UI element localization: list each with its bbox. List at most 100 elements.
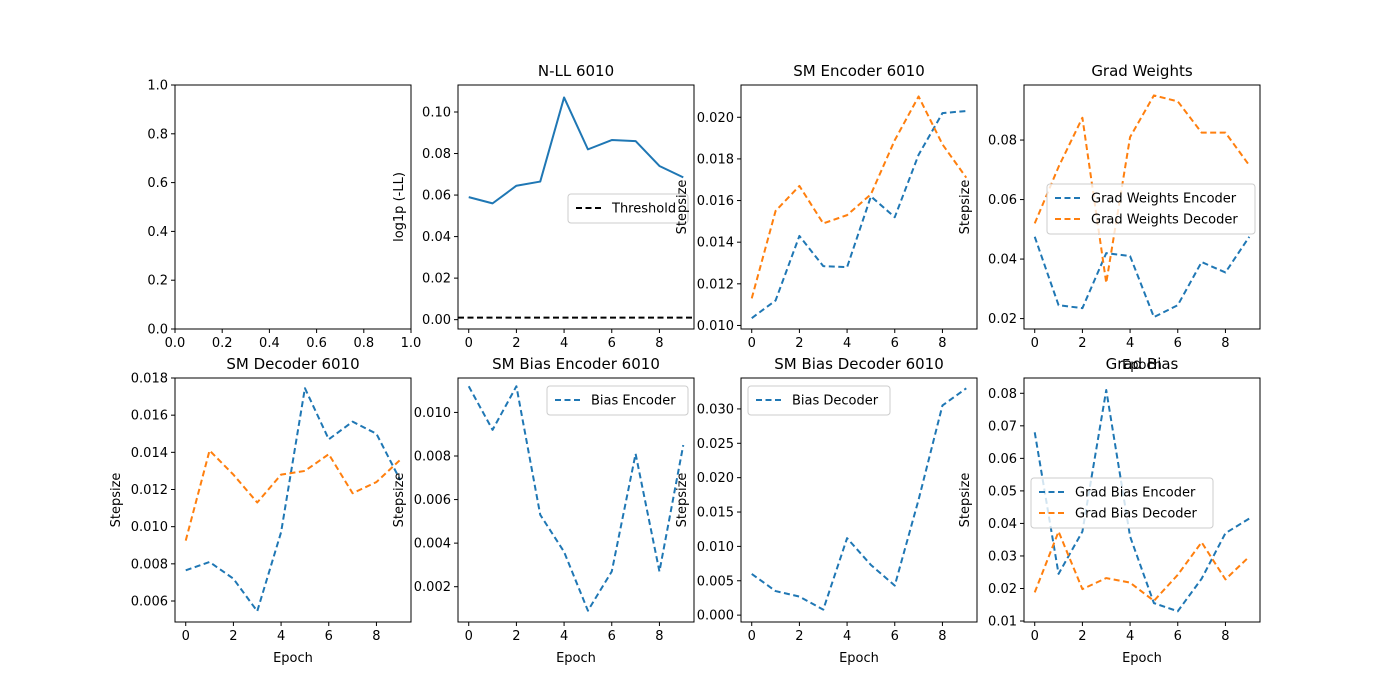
subplot-title: SM Bias Encoder 6010 (492, 355, 660, 373)
x-tick-label: 6 (891, 629, 899, 644)
subplot-6: 0 2 4 6 8 0.000 0.005 0.010 0.015 0.020 0.025 0.030… (675, 355, 978, 666)
y-tick-label: 1.0 (147, 79, 168, 94)
y-tick-label: 0.006 (414, 493, 451, 508)
x-tick-label: 6 (891, 336, 899, 351)
legend: Bias Encoder (546, 385, 689, 416)
subplot-7: 0 2 4 6 8 0.01 0.02 0.03 0.04 0.05 0.06 0.07 0.08 Gra… (958, 355, 1261, 666)
legend-box (546, 385, 689, 416)
x-tick-label: 6 (325, 629, 333, 644)
y-tick-label: 0.030 (697, 402, 734, 417)
series-line-grad-bias-decoder (1033, 530, 1250, 602)
subplot-3: 0 2 4 6 8 0.02 0.04 0.06 0.08 Grad Weights Epoch St… (958, 62, 1261, 373)
x-tick-label: 8 (655, 336, 663, 351)
x-tick-label: 4 (843, 336, 851, 351)
y-axis-label: Stepsize (958, 473, 973, 528)
y-tick-label: 0.008 (131, 557, 168, 572)
subplot-1: 0 2 4 6 8 0.00 0.02 0.04 0.06 0.08 0.10 N-LL 6010 lo… (392, 62, 695, 351)
y-tick-label: 0.010 (697, 540, 734, 555)
y-tick-label: 0.02 (988, 582, 1017, 597)
subplot-title: SM Encoder 6010 (793, 62, 925, 80)
series-line-bias-encoder (467, 385, 685, 612)
series-line-0 (185, 387, 402, 613)
legend: Bias Decoder (747, 385, 891, 416)
x-axis-label: Epoch (1122, 651, 1162, 666)
x-tick-label: 8 (1221, 336, 1229, 351)
x-tick-label: 2 (512, 336, 520, 351)
x-tick-label: 0 (748, 629, 756, 644)
y-axis-label: Stepsize (675, 473, 690, 528)
y-tick-label: 0.04 (988, 517, 1017, 532)
x-tick-label: 4 (560, 629, 568, 644)
y-tick-label: 0.2 (147, 274, 168, 289)
subplot-title: Grad Weights (1091, 62, 1193, 80)
y-tick-label: 0.02 (422, 272, 451, 287)
x-tick-label: 0.2 (212, 336, 233, 351)
x-tick-label: 4 (843, 629, 851, 644)
legend-box (567, 193, 689, 224)
y-tick-label: 0.08 (988, 134, 1017, 149)
y-tick-label: 0.04 (988, 253, 1017, 268)
y-tick-label: 0.03 (988, 549, 1017, 564)
x-axis-label: Epoch (839, 651, 879, 666)
y-tick-label: 0.08 (422, 147, 451, 162)
legend-entry-label: Grad Weights Encoder (1091, 192, 1237, 207)
x-tick-label: 6 (1174, 629, 1182, 644)
subplot-title: Grad Bias (1106, 355, 1179, 373)
axes-frame (740, 84, 978, 330)
legend-entry-label: Bias Decoder (792, 394, 879, 409)
y-tick-label: 0.012 (697, 277, 734, 292)
axes-frame (1023, 84, 1261, 330)
x-tick-label: 6 (608, 336, 616, 351)
x-tick-label: 2 (795, 629, 803, 644)
x-tick-label: 4 (560, 336, 568, 351)
y-tick-label: 0.07 (988, 419, 1017, 434)
legend-entry-label: Bias Encoder (591, 394, 676, 409)
y-tick-label: 0.08 (988, 387, 1017, 402)
axes-frame (1023, 377, 1261, 623)
y-tick-label: 0.06 (988, 193, 1017, 208)
y-tick-label: 0.0 (147, 323, 168, 338)
axes-frame (457, 84, 695, 330)
x-tick-label: 8 (1221, 629, 1229, 644)
y-tick-label: 0.05 (988, 484, 1017, 499)
y-tick-label: 0.06 (988, 452, 1017, 467)
x-tick-label: 0.8 (353, 336, 374, 351)
axes-frame (740, 377, 978, 623)
y-tick-label: 0.016 (131, 409, 168, 424)
y-tick-label: 0.018 (697, 152, 734, 167)
y-tick-label: 0.018 (131, 372, 168, 387)
legend-entry-label: Grad Bias Encoder (1075, 486, 1196, 501)
y-tick-label: 0.015 (697, 506, 734, 521)
subplot-title: SM Bias Decoder 6010 (774, 355, 944, 373)
x-tick-label: 2 (795, 336, 803, 351)
x-tick-label: 0.4 (259, 336, 280, 351)
subplot-4: 0 2 4 6 8 0.006 0.008 0.010 0.012 0.014 0.016 0.018… (109, 355, 412, 666)
y-tick-label: 0.008 (414, 449, 451, 464)
x-tick-label: 2 (1078, 336, 1086, 351)
series-line-grad-weights-decoder (1033, 94, 1251, 284)
x-tick-label: 8 (938, 629, 946, 644)
y-tick-label: 0.06 (422, 189, 451, 204)
legend-box (1046, 183, 1256, 235)
legend-box (1030, 477, 1214, 529)
x-tick-label: 2 (229, 629, 237, 644)
legend: Grad Bias Encoder Grad Bias Decoder (1030, 477, 1214, 529)
series-line-bias-decoder (751, 387, 967, 611)
x-tick-label: 0 (182, 629, 190, 644)
x-tick-label: 8 (372, 629, 380, 644)
x-tick-label: 4 (1126, 629, 1134, 644)
y-tick-label: 0.014 (697, 236, 734, 251)
x-tick-label: 0.6 (306, 336, 327, 351)
series-line-1 (184, 449, 401, 541)
x-axis-label: Epoch (556, 651, 596, 666)
y-tick-label: 0.020 (697, 471, 734, 486)
y-tick-label: 0.6 (147, 176, 168, 191)
x-tick-label: 6 (1174, 336, 1182, 351)
legend-entry-label: Grad Weights Decoder (1091, 213, 1238, 228)
subplot-0: 0.0 0.2 0.4 0.6 0.8 1.0 0.0 0.2 0.4 0.6 0.8 1.0 (147, 79, 421, 352)
y-tick-label: 0.8 (147, 127, 168, 142)
y-axis-label: Stepsize (109, 473, 124, 528)
x-tick-label: 8 (655, 629, 663, 644)
